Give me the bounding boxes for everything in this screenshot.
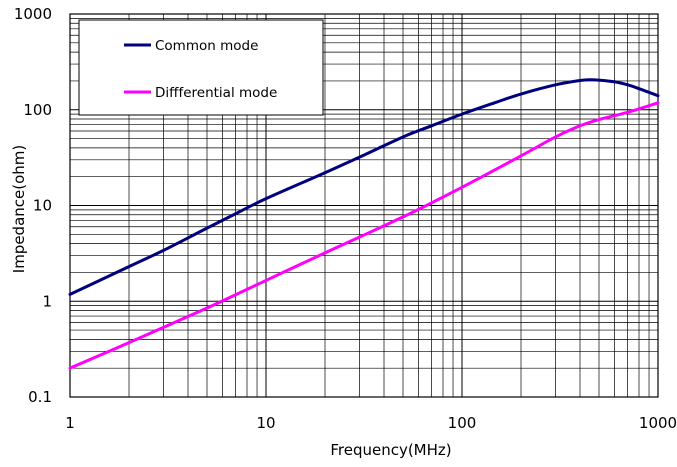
- x-tick-label: 10: [256, 414, 275, 432]
- y-tick-label: 1000: [14, 5, 52, 23]
- x-tick-label: 1000: [639, 414, 677, 432]
- y-tick-label: 10: [33, 197, 52, 215]
- y-tick-label: 100: [23, 101, 52, 119]
- x-tick-labels: 1 10 100 1000: [65, 414, 677, 432]
- legend-label-differential-mode: Diffferential mode: [155, 85, 277, 101]
- y-tick-label: 0.1: [28, 388, 52, 406]
- y-tick-labels: 0.1 1 10 100 1000: [14, 5, 52, 406]
- legend-label-common-mode: Common mode: [155, 38, 258, 54]
- legend: Common mode Diffferential mode: [78, 19, 324, 116]
- y-tick-label: 1: [42, 292, 52, 310]
- y-axis-title: Impedance(ohm): [10, 145, 28, 273]
- series-line-common-mode: [68, 78, 660, 296]
- x-axis-title: Frequency(MHz): [330, 441, 451, 459]
- x-tick-label: 1: [65, 414, 75, 432]
- plot-area-border: [69, 13, 659, 398]
- series-line-differential-mode: [68, 101, 660, 370]
- x-tick-label: 100: [448, 414, 477, 432]
- series-layer: [68, 78, 660, 370]
- legend-box: [78, 19, 324, 116]
